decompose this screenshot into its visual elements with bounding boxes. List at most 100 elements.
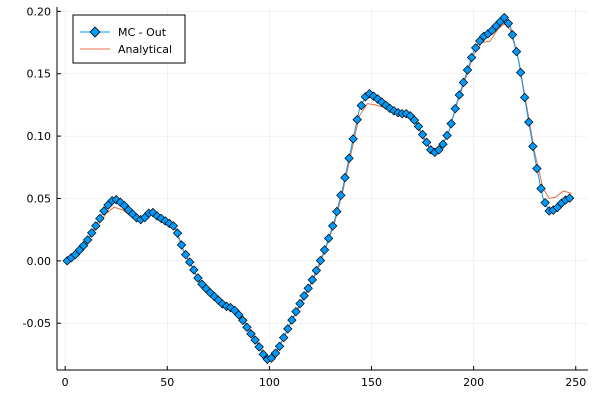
data-point-mc-out [356,100,366,111]
data-point-mc-out [172,228,183,238]
data-point-mc-out [295,298,305,309]
data-point-mc-out [454,90,465,100]
data-point-mc-out [524,117,534,127]
data-point-mc-out [450,103,460,114]
plot-area: 0 50 100 150 200 250 -0.05 0.00 0.05 0.10 0.15 0.20 [23,5,588,389]
y-tick-label: 0.15 [27,68,52,81]
legend-entry-analytical: Analytical [80,43,172,56]
data-point-mc-out [254,342,264,352]
data-point-mc-out [466,52,477,63]
data-point-mc-out [372,94,383,104]
data-point-mc-out [115,197,126,207]
series-mc-out [62,12,575,365]
data-point-mc-out [434,145,444,155]
x-tick-label: 0 [62,376,69,389]
grid [57,7,588,370]
data-point-mc-out [340,172,350,183]
data-point-mc-out [515,67,526,78]
data-point-mc-out [266,353,277,363]
data-point-mc-out [82,235,93,245]
data-point-mc-out [564,193,575,203]
y-tick-label: 0.00 [27,255,52,268]
data-point-mc-out [352,114,362,125]
data-point-mc-out [279,332,289,343]
data-point-mc-out [438,139,448,149]
data-point-mc-out [532,163,542,174]
data-point-mc-out [540,197,550,208]
data-point-mc-out [503,18,514,29]
data-point-mc-out [307,275,317,285]
data-point-mc-out [95,213,105,224]
data-point-mc-out [348,134,358,144]
y-tick-label: 0.10 [27,130,52,143]
data-point-mc-out [91,221,101,231]
legend-box [72,14,186,64]
data-point-mc-out [168,221,179,231]
data-point-mc-out [299,291,309,301]
data-point-mc-out [319,245,330,255]
x-tick-label: 200 [463,376,484,389]
data-point-mc-out [528,141,538,152]
data-point-mc-out [344,153,354,163]
data-point-mc-out [315,255,326,266]
data-point-mc-out [328,221,338,231]
data-point-mc-out [409,115,420,125]
data-point-mc-out [381,100,391,110]
data-point-mc-out [238,315,248,326]
legend-label-analytical: Analytical [118,43,172,56]
data-point-mc-out [246,329,256,339]
data-point-mc-out [258,349,268,360]
data-point-mc-out [462,65,473,75]
x-tick-label: 250 [565,376,586,389]
legend: MC - Out Analytical [72,14,186,64]
data-point-mc-out [507,30,518,40]
data-point-mc-out [250,335,260,345]
data-point-mc-out [413,121,424,132]
data-point-mc-out [446,118,456,129]
data-point-mc-out [287,315,297,325]
data-point-mc-out [421,137,432,148]
data-point-mc-out [274,341,285,351]
data-point-mc-out [291,306,301,317]
data-point-mc-out [78,240,89,251]
x-tick-label: 150 [361,376,382,389]
data-point-mc-out [499,12,509,23]
data-point-mc-out [332,206,342,217]
data-point-mc-out [303,283,313,293]
data-point-mc-out [426,145,436,155]
data-point-mc-out [193,273,203,283]
data-point-mc-out [111,195,121,205]
series-layer [62,12,575,365]
data-point-mc-out [311,265,322,276]
legend-marker-mc-out [89,26,101,38]
data-point-mc-out [180,249,191,260]
y-tick-label: -0.05 [23,317,51,330]
data-point-mc-out [160,216,170,226]
data-point-mc-out [442,130,452,141]
data-point-mc-out [519,92,530,103]
x-tick-label: 50 [160,376,174,389]
data-point-mc-out [87,228,97,238]
data-point-mc-out [185,257,195,267]
data-point-mc-out [458,77,469,88]
data-point-mc-out [176,240,187,250]
data-point-mc-out [368,91,379,101]
data-point-mc-out [511,46,522,57]
y-tick-label: 0.05 [27,192,52,205]
data-point-mc-out [99,206,109,216]
data-point-mc-out [189,265,199,275]
data-point-mc-out [336,190,346,201]
data-point-mc-out [417,129,428,140]
y-tick-label: 0.20 [27,5,52,18]
legend-entry-mc-out: MC - Out [80,26,167,39]
x-tick-label: 100 [259,376,280,389]
axes [56,7,588,371]
data-point-mc-out [234,310,244,320]
data-point-mc-out [242,322,252,332]
legend-label-mc-out: MC - Out [118,26,167,39]
data-point-mc-out [323,233,334,244]
ticks: 0 50 100 150 200 250 -0.05 0.00 0.05 0.10 0.15 0.20 [23,5,587,389]
data-point-mc-out [283,324,293,334]
